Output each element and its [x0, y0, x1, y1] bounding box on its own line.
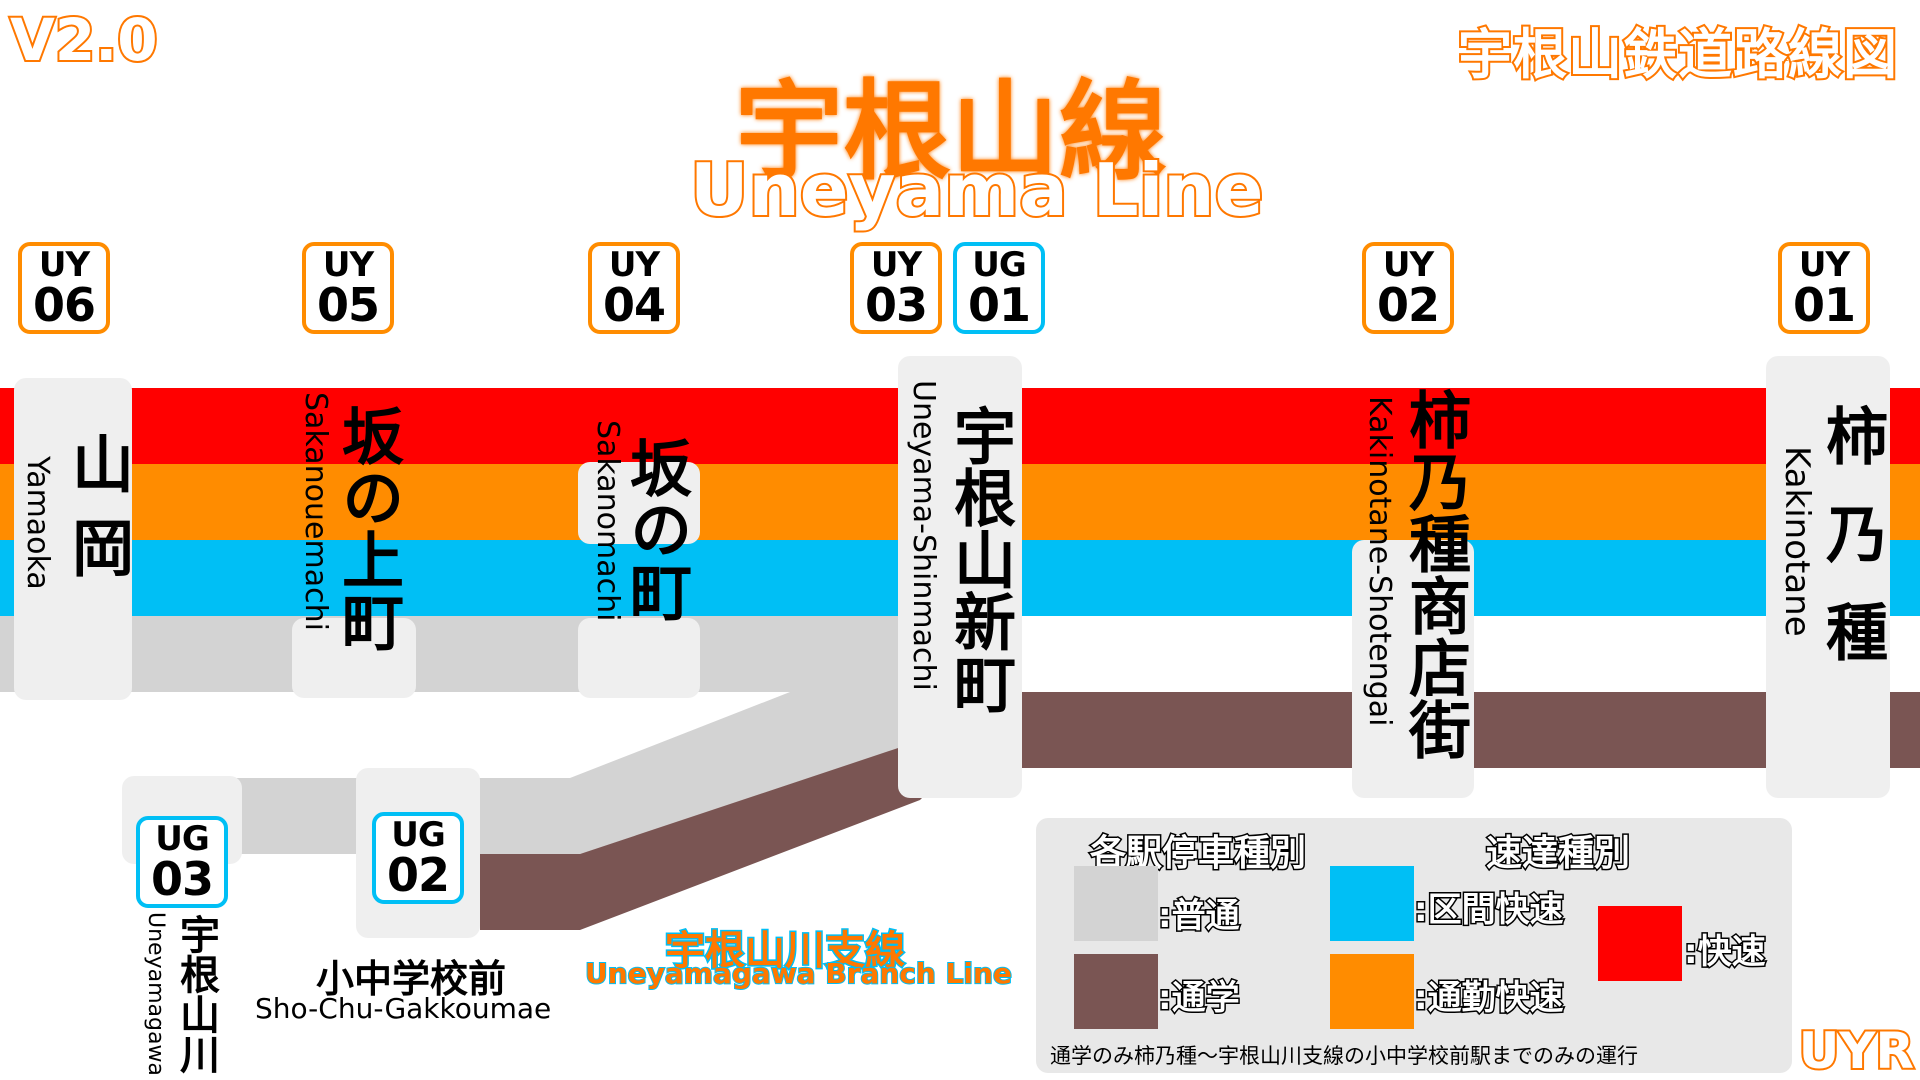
legend-note: 通学のみ柿乃種～宇根山川支線の小中学校前駅までのみの運行: [1050, 1044, 1638, 1068]
station-number: 03: [150, 852, 214, 906]
legend-swatch-rapid: [1598, 906, 1682, 981]
station-number-uy03: UY 03: [850, 242, 942, 334]
station-number-uy02: UY 02: [1362, 242, 1454, 334]
station-code: UY: [870, 245, 922, 285]
line-title-ja: 宇根山線: [733, 69, 1168, 197]
station-card-sakanouemachi: [292, 618, 416, 698]
station-number-uy05: UY 05: [302, 242, 394, 334]
legend-swatch-local: [1074, 866, 1158, 941]
station-number: 01: [1792, 278, 1856, 332]
station-name-en: Uneyamagawa: [143, 912, 168, 1076]
station-card-kakinotane: [1766, 356, 1890, 798]
station-number: 06: [32, 278, 96, 332]
station-card-sakanomachi: [578, 618, 700, 698]
station-code: UY: [38, 245, 90, 285]
station-name-ja: 柿乃種商店街: [1397, 388, 1471, 760]
station-card-uneyama-shinmachi: [898, 356, 1022, 798]
station-code: UY: [322, 245, 374, 285]
version-label: V2.0: [8, 4, 160, 76]
legend-label-local: :普通: [1157, 895, 1242, 938]
legend: 各駅停車種別 速達種別 :普通 :通学 :区間快速 :通勤快速 :快速 通学のみ…: [1036, 818, 1792, 1073]
line-title-en: Uneyama Line: [688, 146, 1265, 234]
station-number: 03: [864, 278, 928, 332]
station-card-sakanomachi-top: [578, 462, 700, 544]
station-name-ja: 小中学校前: [316, 957, 507, 1001]
band-local-branch: [130, 692, 940, 854]
station-number-ug01: UG 01: [953, 242, 1045, 334]
legend-swatch-school: [1074, 954, 1158, 1029]
station-code: UY: [1382, 245, 1434, 285]
station-name-ja: 柿乃種: [1815, 404, 1888, 698]
station-name-en: Sakanomachi: [590, 420, 625, 622]
station-number-ug03: UG 03: [136, 816, 228, 908]
station-code: UY: [1798, 245, 1850, 285]
station-number-ug02: UG 02: [372, 812, 464, 904]
station-name-en: Kakinotane: [1777, 446, 1817, 637]
station-number: 02: [1376, 278, 1440, 332]
legend-swatch-section-rapid: [1330, 866, 1414, 941]
station-name-ja: 坂の上町: [331, 404, 404, 652]
station-name-ja: 山岡: [61, 432, 134, 600]
branch-line-name-en: Uneyamagawa Branch Line: [584, 956, 1013, 991]
map-title: 宇根山鉄道路線図: [1456, 21, 1899, 88]
legend-express-heading: 速達種別: [1484, 832, 1631, 876]
legend-swatch-commuter-rapid: [1330, 954, 1414, 1029]
station-number: 05: [316, 278, 380, 332]
station-name-en: Kakinotane-Shotengai: [1362, 396, 1397, 727]
station-number-uy04: UY 04: [588, 242, 680, 334]
station-code: UY: [608, 245, 660, 285]
station-name-en: Sakanouemachi: [298, 392, 333, 631]
brand-logo-text: UYR: [1797, 1020, 1916, 1080]
station-name-en: Uneyama-Shinmachi: [906, 380, 941, 691]
band-school-branch: [480, 734, 940, 930]
station-name-ja: 宇根山川: [173, 914, 219, 1074]
station-number: 01: [967, 278, 1031, 332]
station-code: UG: [155, 819, 210, 859]
station-name-en: Yamaoka: [20, 456, 55, 590]
station-code: UG: [972, 245, 1027, 285]
station-number: 02: [386, 848, 450, 902]
station-number-uy06: UY 06: [18, 242, 110, 334]
station-card-kakinotane-shotengai: [1352, 540, 1474, 798]
station-name-ja: 坂の町: [619, 436, 692, 622]
legend-label-rapid: :快速: [1683, 931, 1768, 974]
legend-label-school: :通学: [1157, 977, 1242, 1020]
station-card-yamaoka: [14, 378, 132, 700]
legend-label-commuter-rapid: :通勤快速: [1413, 977, 1566, 1020]
legend-label-section-rapid: :区間快速: [1413, 889, 1566, 932]
station-name-en: Sho-Chu-Gakkoumae: [255, 992, 552, 1025]
station-number-uy01: UY 01: [1778, 242, 1870, 334]
station-number: 04: [602, 278, 666, 332]
station-name-ja: 宇根山新町: [943, 404, 1016, 714]
station-code: UG: [391, 815, 446, 855]
branch-line-name-ja: 宇根山川支線: [664, 927, 907, 976]
